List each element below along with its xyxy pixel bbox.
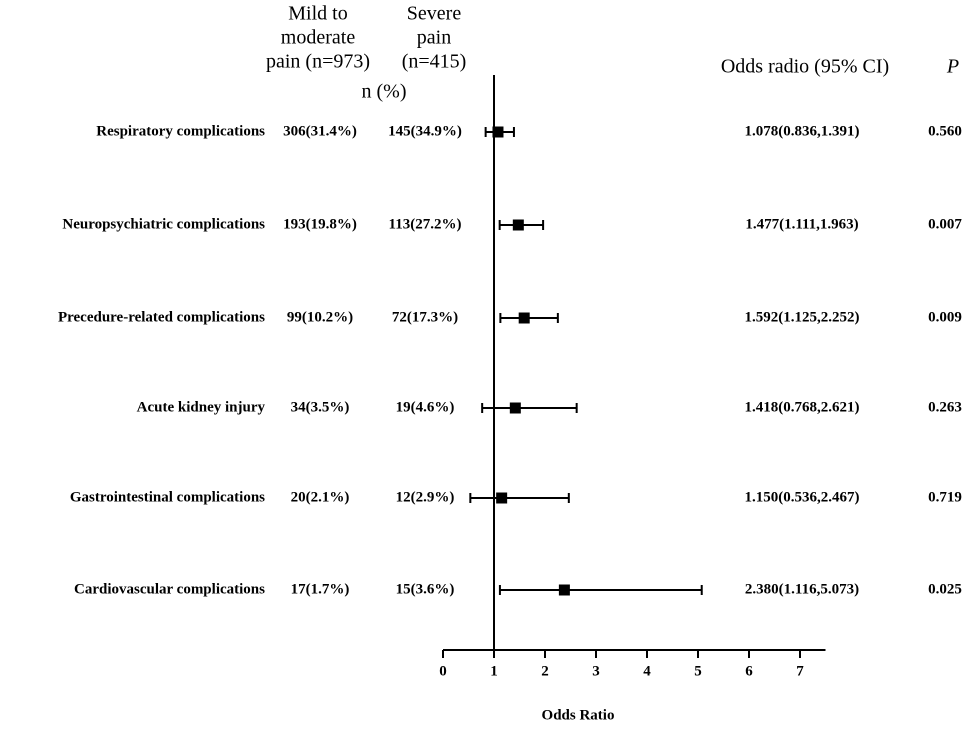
point-estimate: [492, 126, 504, 138]
column-header: Mild to: [288, 3, 347, 25]
p-value: 0.263: [928, 399, 962, 415]
x-tick-label: 1: [490, 663, 498, 679]
row-label: Gastrointestinal complications: [70, 489, 265, 505]
point-estimate: [512, 219, 524, 231]
severe-count: 12(2.9%): [396, 489, 455, 505]
ci-label: 1.592(1.125,2.252): [745, 309, 860, 325]
ci-label: 1.150(0.536,2.467): [745, 489, 860, 505]
column-header: Severe: [407, 3, 462, 25]
p-value: 0.009: [928, 309, 962, 325]
mild-count: 193(19.8%): [283, 216, 357, 232]
mild-count: 17(1.7%): [291, 581, 350, 597]
x-tick-label: 0: [439, 663, 447, 679]
count-unit: n (%): [362, 81, 407, 103]
column-header: pain (n=973): [266, 51, 370, 73]
ci-label: 2.380(1.116,5.073): [745, 581, 859, 597]
severe-count: 19(4.6%): [396, 399, 455, 415]
error-bar: [469, 493, 570, 503]
ci-label: 1.418(0.768,2.621): [745, 399, 860, 415]
error-bar: [498, 585, 703, 595]
p-value: 0.719: [928, 489, 962, 505]
mild-count: 306(31.4%): [283, 123, 357, 139]
x-tick-label: 4: [643, 663, 651, 679]
point-estimate: [518, 312, 530, 324]
point-estimate: [496, 492, 508, 504]
severe-count: 113(27.2%): [389, 216, 462, 232]
row-label: Respiratory complications: [96, 123, 265, 139]
row-label: Precedure-related complications: [58, 309, 265, 325]
x-tick-label: 7: [796, 663, 804, 679]
column-header: (n=415): [402, 51, 467, 73]
x-axis-label: Odds Ratio: [542, 707, 615, 723]
ci-label: 1.078(0.836,1.391): [745, 123, 860, 139]
column-header: pain: [417, 27, 451, 49]
point-estimate: [558, 584, 570, 596]
x-tick-label: 6: [745, 663, 753, 679]
severe-count: 145(34.9%): [388, 123, 462, 139]
error-bar: [481, 403, 578, 413]
mild-count: 99(10.2%): [287, 309, 353, 325]
column-header: moderate: [281, 27, 356, 49]
x-tick-label: 3: [592, 663, 600, 679]
p-value: 0.560: [928, 123, 962, 139]
p-value: 0.007: [928, 216, 962, 232]
ci-label: 1.477(1.111,1.963): [745, 216, 858, 232]
mild-count: 20(2.1%): [291, 489, 350, 505]
row-label: Cardiovascular complications: [74, 581, 265, 597]
ci-header: Odds radio (95% CI): [721, 56, 889, 78]
x-tick-label: 2: [541, 663, 549, 679]
point-estimate: [509, 402, 521, 414]
severe-count: 72(17.3%): [392, 309, 458, 325]
x-tick-label: 5: [694, 663, 702, 679]
row-label: Neuropsychiatric complications: [62, 216, 265, 232]
mild-count: 34(3.5%): [291, 399, 350, 415]
severe-count: 15(3.6%): [396, 581, 455, 597]
p-header: P: [946, 56, 959, 78]
p-value: 0.025: [928, 581, 962, 597]
row-label: Acute kidney injury: [137, 399, 266, 415]
